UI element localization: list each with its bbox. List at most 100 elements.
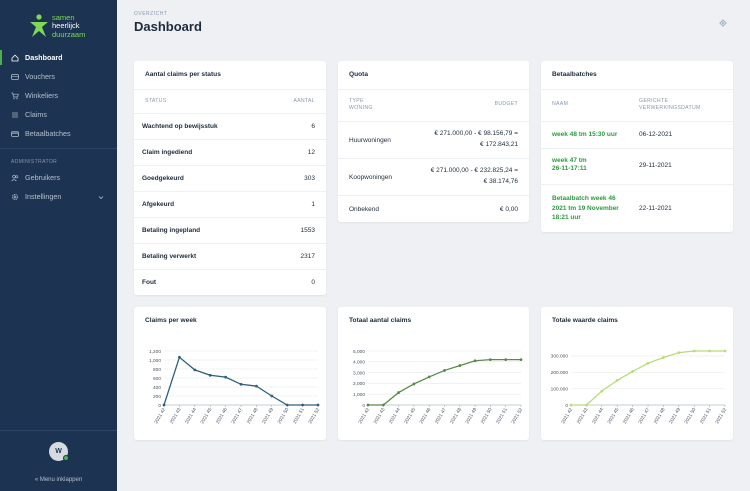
table-row[interactable]: Betaalbatch week 46 2021 tm 19 November …	[541, 184, 733, 232]
sidebar-item-label: Dashboard	[25, 53, 63, 62]
quota-card: Quota TYPE WONING BUDGET Huurwoningen € …	[338, 61, 529, 222]
data-point	[162, 403, 166, 407]
sidebar-item-instellingen[interactable]: Instellingen	[0, 187, 117, 206]
chart-card-claims-per-week: Claims per week 0 200 400 600 800 1,000 1,200 2…	[134, 307, 326, 440]
table-row[interactable]: Goedgekeurd 303	[134, 165, 326, 191]
column-header-line: VERWERKINGSDATUM	[639, 105, 701, 111]
x-tick-label: 2021 49	[464, 407, 478, 425]
table-row[interactable]: Huurwoningen € 271.000,00 - € 98.156,79 …	[338, 121, 529, 158]
x-tick-label: 2021 52	[714, 407, 728, 425]
data-point	[504, 358, 508, 362]
status-label: Betaling ingepland	[142, 227, 201, 234]
x-tick-label: 2021 46	[215, 407, 229, 425]
batch-name-link[interactable]: week 47 tm 26-11-17:11	[552, 157, 587, 173]
sidebar-item-betaalbatches[interactable]: Betaalbatches	[0, 124, 117, 143]
sidebar-item-gebruikers[interactable]: Gebruikers	[0, 168, 117, 187]
data-point	[178, 355, 181, 359]
x-tick-label: 2021 50	[277, 407, 291, 425]
sidebar-nav: Dashboard Vouchers Winkeliers Claims Bet…	[0, 48, 117, 206]
table-row[interactable]: Onbekend € 0,00	[338, 195, 529, 222]
batch-name-link[interactable]: Betaalbatch week 46 2021 tm 19 November …	[552, 194, 619, 223]
x-tick-label: 2021 44	[184, 407, 198, 425]
sidebar-item-winkeliers[interactable]: Winkeliers	[0, 86, 117, 105]
quota-budget-result: € 172.843,21	[480, 141, 518, 148]
sidebar-item-claims[interactable]: Claims	[0, 105, 117, 124]
y-tick-label: 4,000	[353, 360, 365, 366]
x-tick-label: 2021 46	[622, 407, 636, 425]
batch-date: 06-12-2021	[639, 131, 673, 138]
page-title: Dashboard	[134, 19, 202, 34]
sidebar: samen heerlijck duurzaam Dashboard Vouch…	[0, 0, 117, 491]
column-header-date: GERICHTE VERWERKINGSDATUM	[639, 98, 701, 112]
sidebar-item-vouchers[interactable]: Vouchers	[0, 67, 117, 86]
table-row[interactable]: Claim ingediend 12	[134, 139, 326, 165]
x-tick-label: 2021 52	[307, 407, 321, 425]
batch-name-link[interactable]: week 48 tm 15:30 uur	[552, 131, 618, 138]
card-icon	[11, 130, 19, 138]
data-point	[381, 403, 385, 407]
status-count: 1	[311, 201, 315, 208]
quota-budget-line: € 271.000,00 - € 232.825,24 =	[430, 167, 518, 174]
data-point	[412, 382, 416, 386]
table-row[interactable]: Fout 0	[134, 269, 326, 295]
column-header-line: GERICHTE	[639, 98, 669, 104]
status-label: Fout	[142, 279, 157, 286]
column-header-name: NAAM	[552, 101, 569, 107]
x-tick-label: 2021 48	[449, 407, 463, 425]
table-row[interactable]: Betaling verwerkt 2317	[134, 243, 326, 269]
series-line	[163, 356, 318, 406]
y-tick-label: 200	[153, 394, 161, 400]
users-icon	[11, 174, 19, 182]
table-row[interactable]: Betaling ingepland 1553	[134, 217, 326, 243]
divider	[134, 89, 326, 90]
batch-name-line: week 47 tm	[552, 157, 587, 164]
batch-date: 22-11-2021	[639, 205, 672, 212]
series-line	[571, 350, 725, 406]
avatar[interactable]: W	[49, 442, 69, 461]
sidebar-divider	[0, 430, 117, 431]
logo-text: samen heerlijck duurzaam	[52, 13, 85, 39]
sidebar-item-dashboard[interactable]: Dashboard	[0, 48, 117, 67]
batch-name-line: 2021 tm 19 November	[552, 204, 619, 212]
table-row[interactable]: week 47 tm 26-11-17:11 29-11-2021	[541, 148, 733, 184]
x-tick-label: 2021 48	[653, 407, 667, 425]
card-title: Quota	[349, 71, 369, 78]
quota-type: Onbekend	[349, 206, 379, 213]
quota-type: Koopwoningen	[349, 174, 393, 181]
x-tick-label: 2021 50	[480, 407, 494, 425]
collapse-menu-button[interactable]: « Menu inklappen	[34, 477, 83, 483]
card-title: Totaal aantal claims	[349, 317, 412, 324]
data-point	[316, 403, 320, 407]
y-tick-label: 0	[158, 403, 161, 409]
home-icon	[11, 54, 19, 62]
table-row[interactable]: week 48 tm 15:30 uur 06-12-2021	[541, 121, 733, 148]
avatar-initials: W	[55, 448, 62, 455]
y-tick-label: 600	[153, 376, 161, 382]
status-count: 1553	[300, 227, 315, 234]
logo[interactable]: samen heerlijck duurzaam	[28, 13, 98, 42]
status-count: 0	[311, 279, 315, 286]
logo-line: heerlijck	[52, 21, 80, 31]
sidebar-item-label: Betaalbatches	[25, 129, 71, 138]
table-row[interactable]: Wachtend op bewijsstuk 6	[134, 113, 326, 139]
chevron-down-icon[interactable]	[98, 193, 104, 202]
x-tick-label: 2021 42	[560, 407, 574, 425]
settings-icon[interactable]	[719, 19, 727, 27]
table-row[interactable]: Koopwoningen € 271.000,00 - € 232.825,24…	[338, 158, 529, 195]
x-tick-label: 2021 52	[510, 407, 524, 425]
list-icon	[11, 111, 19, 119]
x-tick-label: 2021 44	[591, 407, 605, 425]
x-tick-label: 2021 43	[169, 407, 183, 425]
status-count: 12	[307, 149, 315, 156]
quota-budget-result: € 38.174,76	[483, 178, 518, 185]
x-tick-label: 2021 47	[230, 407, 244, 425]
y-tick-label: 5,000	[353, 349, 365, 355]
table-row[interactable]: Afgekeurd 1	[134, 191, 326, 217]
status-count: 6	[311, 123, 315, 130]
total-claims-chart: 0 1,000 2,000 3,000 4,000 5,000 2021 42 2021 43…	[353, 349, 524, 425]
status-label: Betaling verwerkt	[142, 253, 197, 260]
x-tick-label: 2021 48	[246, 407, 260, 425]
card-title: Claims per week	[145, 317, 197, 324]
